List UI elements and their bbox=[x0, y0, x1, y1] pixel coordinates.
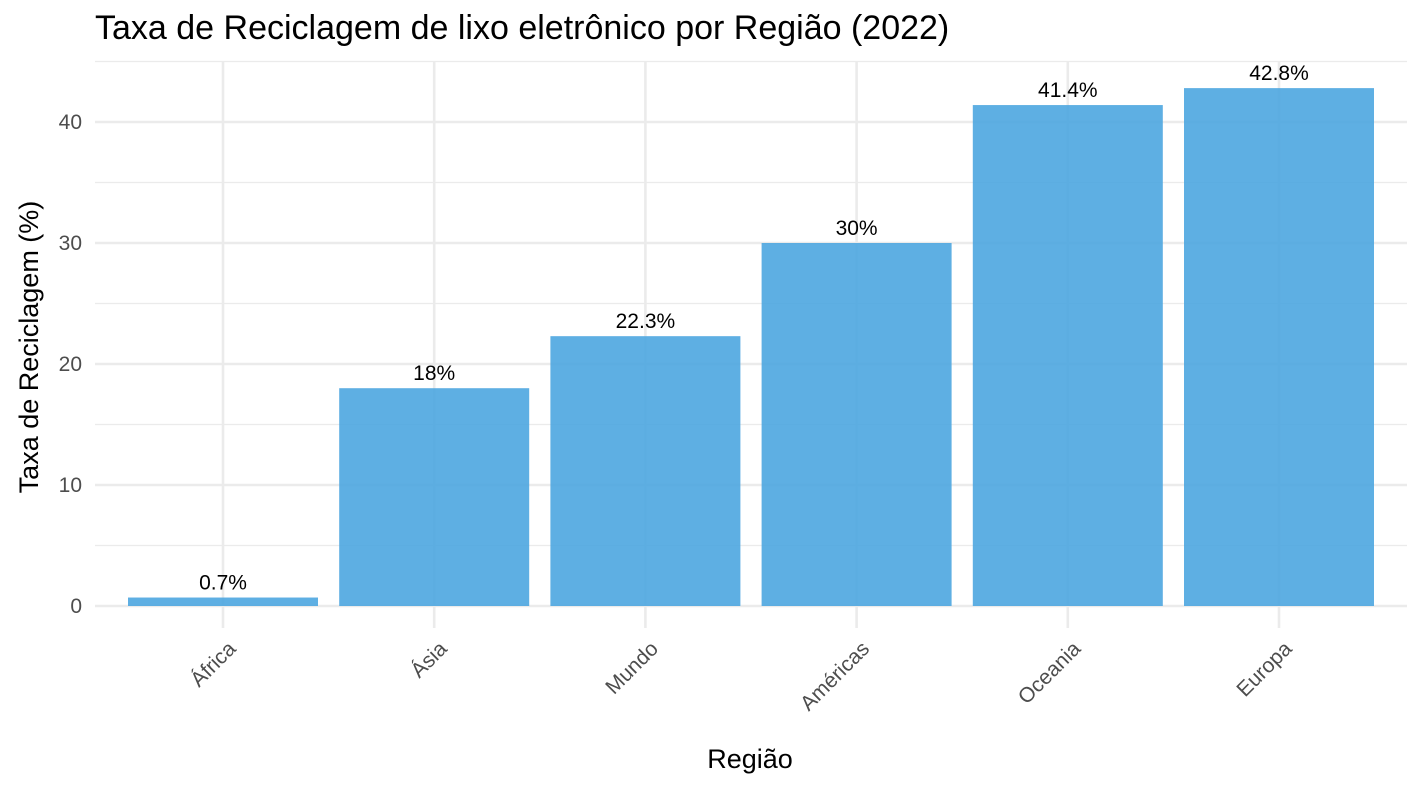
x-tick-label: Ásia bbox=[407, 637, 452, 682]
bar-5 bbox=[972, 105, 1163, 606]
bar-6 bbox=[1184, 88, 1374, 607]
bar-4 bbox=[761, 243, 952, 606]
y-tick-label: 30 bbox=[59, 232, 82, 255]
bar-1 bbox=[128, 597, 318, 606]
y-axis-title: Taxa de Reciclagem (%) bbox=[14, 201, 44, 494]
bars bbox=[128, 88, 1374, 607]
y-tick-label: 20 bbox=[59, 353, 82, 376]
data-label: 42.8% bbox=[1249, 62, 1309, 85]
x-tick-label: Mundo bbox=[601, 637, 663, 699]
x-tick-label: África bbox=[186, 637, 240, 691]
data-labels: 0.7% 18% 22.3% 30% 41.4% 42.8% bbox=[199, 62, 1309, 594]
x-axis-ticks: África Ásia Mundo Américas Oceania Europa bbox=[186, 637, 1296, 715]
data-label: 22.3% bbox=[616, 310, 676, 333]
x-tick-label: Américas bbox=[796, 637, 874, 715]
x-tick-label: Europa bbox=[1232, 637, 1296, 701]
y-tick-label: 40 bbox=[59, 111, 82, 134]
data-label: 18% bbox=[413, 362, 455, 385]
data-label: 41.4% bbox=[1038, 79, 1098, 102]
y-axis-ticks: 0 10 20 30 40 bbox=[59, 111, 82, 618]
data-label: 30% bbox=[836, 217, 878, 240]
x-axis-title: Região bbox=[707, 744, 793, 774]
x-tick-label: Oceania bbox=[1014, 637, 1086, 709]
chart-title: Taxa de Reciclagem de lixo eletrônico po… bbox=[95, 9, 949, 47]
bar-3 bbox=[550, 336, 741, 606]
y-tick-label: 0 bbox=[70, 595, 82, 618]
y-tick-label: 10 bbox=[59, 474, 82, 497]
data-label: 0.7% bbox=[199, 572, 247, 595]
bar-2 bbox=[339, 388, 530, 606]
